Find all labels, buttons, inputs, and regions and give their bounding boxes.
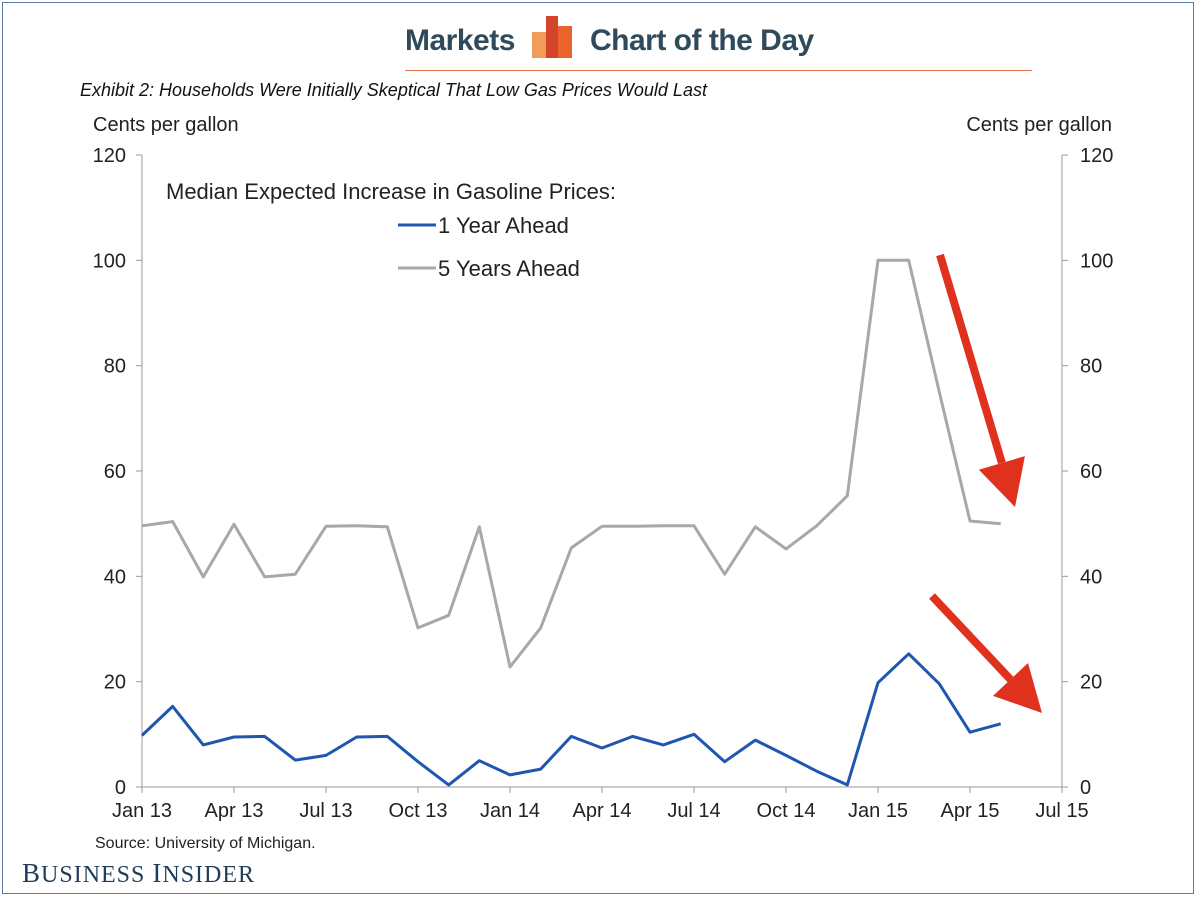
x-tick-label: Jul 13 bbox=[299, 800, 352, 822]
x-tick-label: Jul 15 bbox=[1035, 800, 1088, 822]
y-tick-label-right: 60 bbox=[1080, 461, 1102, 483]
x-tick-label: Jan 14 bbox=[480, 800, 540, 822]
legend-entry: 5 Years Ahead bbox=[438, 256, 580, 281]
y-axis-label-left: Cents per gallon bbox=[93, 114, 239, 136]
y-tick-label-left: 20 bbox=[104, 672, 126, 694]
series-line-5-years-ahead bbox=[141, 258, 1001, 669]
arrow-1yr-shaft bbox=[929, 593, 1014, 683]
arrow-5yr-head bbox=[978, 456, 1025, 507]
x-tick-label: Apr 14 bbox=[573, 800, 632, 822]
y-tick-label-left: 120 bbox=[93, 145, 126, 167]
y-axis-label-right: Cents per gallon bbox=[966, 114, 1112, 136]
y-tick-label-left: 80 bbox=[104, 356, 126, 378]
arrow-5yr-shaft bbox=[936, 253, 1006, 465]
x-tick-label: Oct 14 bbox=[757, 800, 816, 822]
y-tick-label-right: 0 bbox=[1080, 777, 1091, 799]
brand-markets: Markets bbox=[405, 24, 515, 57]
x-tick-label: Jan 13 bbox=[112, 800, 172, 822]
header-divider bbox=[405, 70, 1032, 71]
y-tick-label-left: 0 bbox=[115, 777, 126, 799]
y-tick-label-left: 100 bbox=[93, 250, 126, 272]
legend-title: Median Expected Increase in Gasoline Pri… bbox=[166, 179, 616, 204]
x-tick-label: Oct 13 bbox=[389, 800, 448, 822]
brand-chart-of-the-day: Chart of the Day bbox=[590, 24, 814, 57]
y-tick-label-left: 40 bbox=[104, 566, 126, 588]
y-tick-label-right: 80 bbox=[1080, 356, 1102, 378]
source-note: Source: University of Michigan. bbox=[95, 835, 316, 852]
x-tick-label: Jan 15 bbox=[848, 800, 908, 822]
legend-entry: 1 Year Ahead bbox=[438, 213, 569, 238]
chart-logo-icon bbox=[532, 16, 572, 58]
x-tick-label: Jul 14 bbox=[667, 800, 720, 822]
header: Markets Chart of the Day bbox=[0, 14, 1200, 71]
y-tick-label-right: 120 bbox=[1080, 145, 1113, 167]
y-tick-label-right: 20 bbox=[1080, 672, 1102, 694]
y-tick-label-left: 60 bbox=[104, 461, 126, 483]
series-line-1-year-ahead bbox=[140, 652, 1002, 787]
x-tick-label: Apr 15 bbox=[941, 800, 1000, 822]
y-tick-label-right: 40 bbox=[1080, 566, 1102, 588]
x-tick-label: Apr 13 bbox=[205, 800, 264, 822]
exhibit-title: Exhibit 2: Households Were Initially Ske… bbox=[80, 80, 707, 100]
arrow-1yr-head bbox=[993, 663, 1042, 713]
y-tick-label-right: 100 bbox=[1080, 250, 1113, 272]
business-insider-logo: BUSINESS INSIDER bbox=[22, 858, 256, 888]
